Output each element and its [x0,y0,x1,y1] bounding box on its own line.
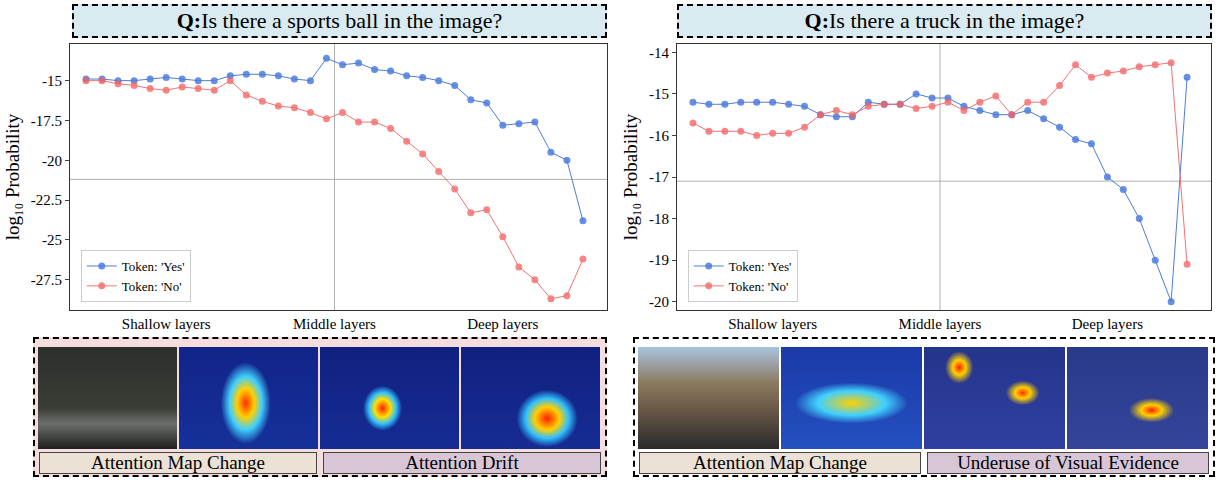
svg-text:log₁₀ Probability: log₁₀ Probability [620,113,641,240]
svg-text:Deep layers: Deep layers [467,316,538,332]
html-text:Underuse of Visual Evidence: Underuse of Visual Evidence [957,452,1179,473]
html-text:Q: Is there a truck in the ima: Q: Is there a truck in the image? [804,8,1085,33]
svg-text:-15: -15 [42,73,62,89]
svg-text:-20: -20 [649,294,669,310]
html-text:Attention Map Change: Attention Map Change [692,452,868,473]
svg-text:-20: -20 [42,153,62,169]
svg-text:-15: -15 [649,86,669,102]
html-text:Q: Is there a sports ball in t: Q: Is there a sports ball in the image? [176,8,503,33]
html-text:Attention Map Change: Attention Map Change [90,452,266,473]
svg-text:-25: -25 [42,232,62,248]
html-text:Attention Drift: Attention Drift [405,452,519,473]
svg-text:-18: -18 [649,211,669,227]
svg-text:Token: 'Yes': Token: 'Yes' [122,259,185,274]
svg-text:-17.5: -17.5 [31,113,62,129]
svg-text:Token: 'No': Token: 'No' [729,279,789,294]
svg-text:-14: -14 [649,45,669,61]
svg-text:Token: 'No': Token: 'No' [122,279,182,294]
svg-text:-16: -16 [649,128,669,144]
svg-text:-19: -19 [649,252,669,268]
svg-text:log₁₀ Probability: log₁₀ Probability [2,113,23,240]
svg-text:Token: 'Yes': Token: 'Yes' [729,259,792,274]
svg-text:Deep layers: Deep layers [1072,316,1143,332]
svg-text:Middle layers: Middle layers [293,316,376,332]
svg-text:Shallow layers: Shallow layers [728,316,817,332]
svg-text:-17: -17 [649,169,669,185]
svg-text:-27.5: -27.5 [31,272,62,288]
svg-text:Middle layers: Middle layers [899,316,982,332]
svg-text:Shallow layers: Shallow layers [122,316,211,332]
svg-text:-22.5: -22.5 [31,192,62,208]
